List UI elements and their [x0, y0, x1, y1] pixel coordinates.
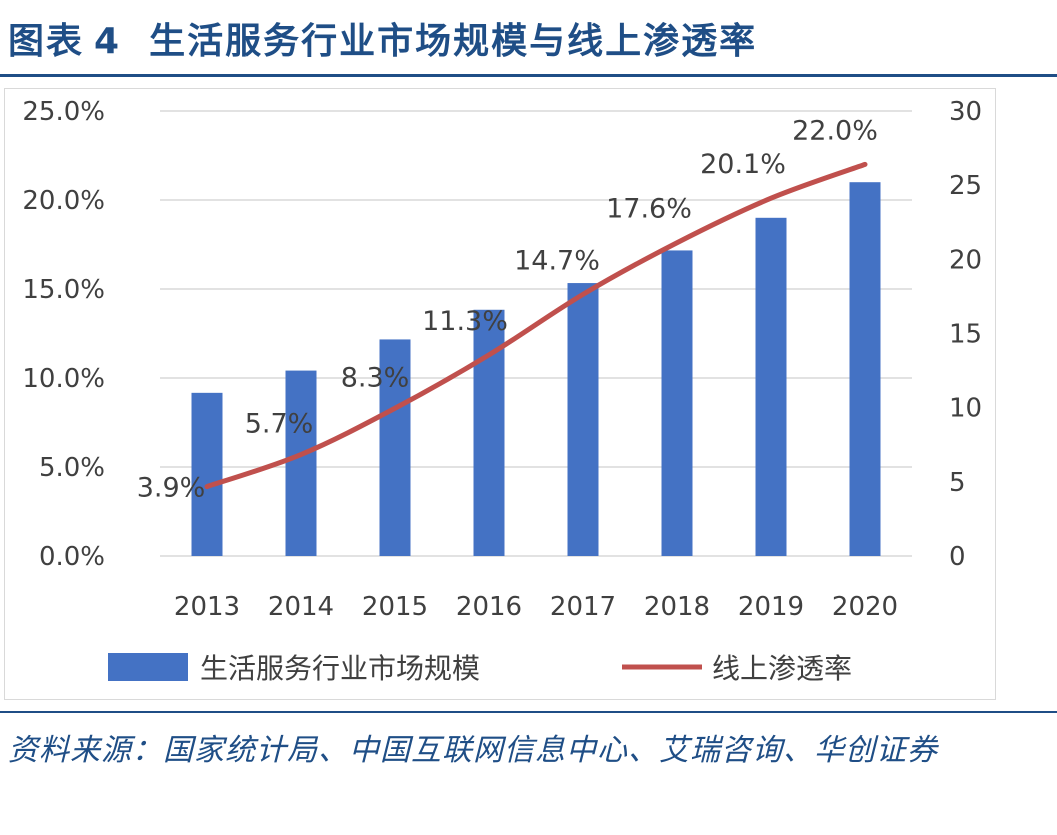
x-axis-tick-label: 2014	[268, 592, 334, 622]
legend-bar-label: 生活服务行业市场规模	[200, 652, 480, 685]
left-axis-tick-label: 25.0%	[22, 97, 105, 127]
data-label: 20.1%	[700, 149, 786, 180]
right-axis-tick-label: 0	[949, 542, 966, 572]
figure-label: 图表	[8, 21, 85, 62]
left-axis-tick-label: 20.0%	[22, 186, 105, 216]
left-axis-tick-label: 0.0%	[39, 542, 105, 572]
x-axis-tick-label: 2016	[456, 592, 522, 622]
left-axis-tick-label: 15.0%	[22, 275, 105, 305]
right-axis-tick-label: 20	[949, 245, 982, 275]
x-axis-tick-label: 2019	[738, 592, 804, 622]
figure-title-text: 生活服务行业市场规模与线上渗透率	[149, 21, 758, 62]
legend-line-label: 线上渗透率	[712, 652, 852, 685]
bar	[379, 339, 411, 556]
x-axis-tick-label: 2015	[362, 592, 428, 622]
x-axis-tick-label: 2013	[174, 592, 240, 622]
bar	[755, 217, 787, 557]
data-label: 3.9%	[137, 473, 206, 504]
data-label: 11.3%	[422, 306, 508, 337]
right-axis-tick-label: 30	[949, 97, 982, 127]
penetration-line	[204, 161, 868, 490]
bar	[191, 392, 223, 556]
right-axis-tick-label: 10	[949, 394, 982, 424]
bar	[285, 370, 317, 556]
left-axis-tick-label: 10.0%	[22, 364, 105, 394]
combo-chart: 0.0% 5.0% 10.0% 15.0% 20.0% 25.0% 0 5 10 15 20 25 30…	[22, 97, 982, 685]
bar	[849, 182, 881, 556]
legend-bar-swatch	[108, 653, 188, 681]
figure-number: 4	[94, 21, 122, 62]
data-label: 14.7%	[514, 245, 600, 276]
x-axis-tick-label: 2017	[550, 592, 616, 622]
x-axis-tick-label: 2020	[832, 592, 898, 622]
x-axis-tick-label: 2018	[644, 592, 710, 622]
data-label: 22.0%	[792, 115, 878, 146]
data-label: 17.6%	[606, 194, 692, 225]
source-note: 资料来源：国家统计局、中国互联网信息中心、艾瑞咨询、华创证券	[8, 733, 938, 768]
left-axis-tick-label: 5.0%	[39, 453, 105, 483]
data-label: 8.3%	[341, 362, 410, 393]
right-axis-tick-label: 15	[949, 320, 982, 350]
figure-title: 图表 4 生活服务行业市场规模与线上渗透率	[8, 14, 757, 70]
bar	[567, 283, 599, 556]
chart-frame: 0.0% 5.0% 10.0% 15.0% 20.0% 25.0% 0 5 10 15 20 25 30…	[4, 88, 996, 700]
data-label: 5.7%	[245, 409, 314, 440]
bar	[661, 250, 693, 556]
right-axis-tick-label: 25	[949, 171, 982, 201]
right-axis-tick-label: 5	[949, 468, 966, 498]
source-divider	[0, 711, 1057, 713]
title-divider	[0, 74, 1057, 77]
